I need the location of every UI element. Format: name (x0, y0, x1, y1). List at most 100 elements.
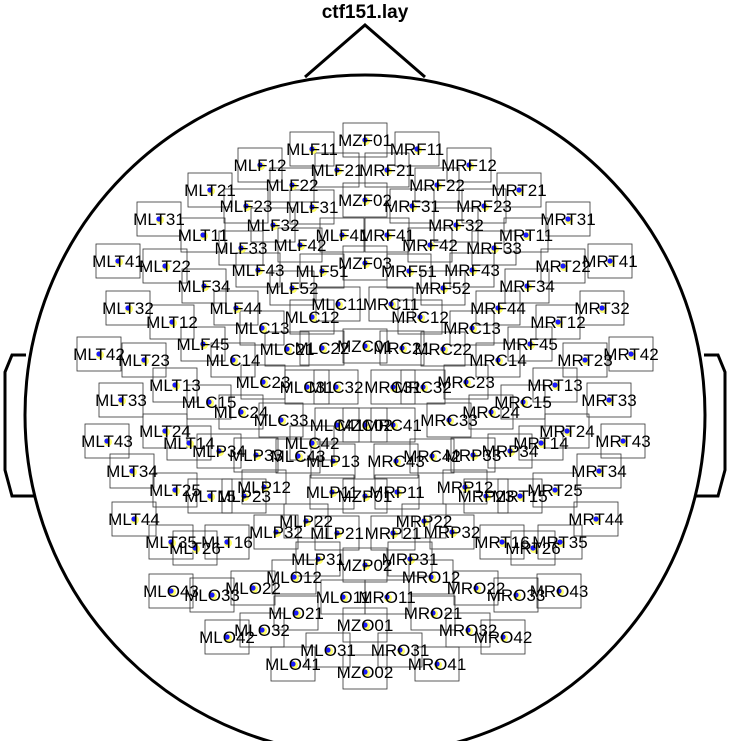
sensor-box-mlp11 (309, 474, 355, 510)
sensor-dot-mzf03 (362, 260, 368, 266)
sensor-box-mlo42 (204, 619, 250, 655)
sensor-label-mro32: MRO32 (439, 621, 498, 640)
sensor-dot-mlo43 (168, 588, 174, 594)
sensor-dot-mrc12 (417, 314, 423, 320)
sensor-dot-mrp11 (394, 489, 400, 495)
sensor-box-mrc13 (449, 310, 495, 346)
sensor-dot-mrf43 (469, 267, 475, 273)
sensor-dot-mrp23 (483, 493, 489, 499)
sensor-label-mlc33: MLC33 (254, 411, 309, 430)
sensor-label-mlt34: MLT34 (106, 462, 158, 481)
sensor-label-mrf43: MRF43 (444, 261, 500, 280)
sensor-label-mro22: MRO22 (447, 579, 506, 598)
sensor-dot-mrf21 (384, 167, 390, 173)
sensor-label-mlp33: MLP33 (229, 446, 283, 465)
sensor-box-mlc12 (289, 299, 335, 335)
sensor-dot-mzc01 (362, 343, 368, 349)
sensor-box-mrt26 (510, 530, 556, 566)
sensor-box-mlf22 (269, 167, 315, 203)
sensor-box-mrp34 (487, 433, 533, 469)
sensor-dot-mro41 (434, 661, 440, 667)
sensor-box-mlf52 (269, 270, 315, 306)
sensor-label-mrt33: MRT33 (581, 391, 636, 410)
sensor-box-mlt44 (111, 501, 157, 537)
sensor-label-mlf22: MLF22 (266, 176, 319, 195)
sensor-dot-mlc12 (309, 314, 315, 320)
sensor-dot-mlc33 (278, 417, 284, 423)
sensor-box-mrt14 (518, 425, 564, 461)
sensor-box-mlp21 (314, 515, 360, 551)
sensor-label-mlo31: MLO31 (300, 641, 356, 660)
right-ear-icon (696, 353, 727, 498)
sensor-dot-mzp01 (362, 493, 368, 499)
sensor-dot-mlt22 (162, 263, 168, 269)
sensor-label-mrf23: MRF23 (456, 197, 512, 216)
sensor-label-mlt42: MLT42 (73, 345, 125, 364)
sensor-box-mlo33 (189, 577, 235, 613)
sensor-box-mlf12 (237, 147, 283, 183)
sensor-box-mlo12 (271, 559, 317, 595)
sensor-dot-mlt33 (118, 397, 124, 403)
sensor-box-mlf41 (319, 217, 365, 253)
sensor-dot-mlc24 (238, 409, 244, 415)
sensor-dot-mrc41 (390, 422, 396, 428)
sensor-box-mro41 (414, 646, 460, 682)
sensor-dot-mlt12 (169, 319, 175, 325)
sensor-label-mrf34: MRF34 (499, 277, 555, 296)
sensor-dot-mrp32 (449, 529, 455, 535)
sensor-box-mlo32 (239, 612, 285, 648)
sensor-label-mrf45: MRF45 (502, 335, 558, 354)
sensor-label-mlp32: MLP32 (249, 523, 303, 542)
sensor-label-mrf31: MRF31 (384, 197, 440, 216)
sensor-label-mrf52: MRF52 (415, 279, 471, 298)
sensor-dot-mrf52 (440, 285, 446, 291)
sensor-dot-mrf51 (406, 268, 412, 274)
sensor-box-mrc12 (397, 299, 443, 335)
sensor-box-mlf44 (213, 290, 259, 326)
sensor-dot-mzp02 (362, 562, 368, 568)
sensor-box-mlt42 (76, 336, 122, 372)
sensor-box-mrc14 (475, 342, 521, 378)
sensor-label-mlf34: MLF34 (178, 277, 231, 296)
sensor-box-mlt34 (109, 453, 155, 489)
sensor-box-mlp34 (196, 433, 242, 469)
sensor-dot-mlf44 (233, 305, 239, 311)
sensor-dot-mrf44 (495, 305, 501, 311)
sensor-label-mrc31: MRC31 (364, 378, 422, 397)
sensor-dot-mrt24 (564, 428, 570, 434)
sensor-dot-mrc23 (463, 379, 469, 385)
nose-icon (304, 23, 426, 79)
sensor-label-mlf12: MLF12 (234, 156, 287, 175)
sensor-label-mrc15: MRC15 (494, 393, 552, 412)
sensor-box-mlt26 (172, 530, 218, 566)
sensor-label-mrc32: MRC32 (394, 378, 452, 397)
sensor-label-mrp22: MRP22 (396, 512, 453, 531)
sensor-box-mlf21 (314, 152, 360, 188)
sensor-dot-mro33 (513, 592, 519, 598)
sensor-label-mrt42: MRT42 (603, 345, 658, 364)
sensor-label-mrt21: MRT21 (491, 181, 546, 200)
sensor-dot-mrt43 (620, 438, 626, 444)
sensor-dot-mlt44 (131, 516, 137, 522)
sensor-label-mrf44: MRF44 (470, 299, 526, 318)
sensor-dot-mlo32 (259, 627, 265, 633)
sensor-label-mlt21: MLT21 (184, 181, 236, 200)
sensor-box-mrf31 (389, 188, 435, 224)
sensor-label-mlo33: MLO33 (184, 586, 240, 605)
sensor-label-mlt16: MLT16 (201, 533, 253, 552)
sensor-dot-mrf12 (466, 162, 472, 168)
sensor-dot-mro43 (556, 588, 562, 594)
sensor-label-mlc14: MLC14 (206, 351, 261, 370)
sensor-dot-mzo02 (362, 669, 368, 675)
sensor-dot-mlo41 (290, 661, 296, 667)
sensor-label-mrc23: MRC23 (437, 373, 495, 392)
sensor-dot-mlt16 (224, 539, 230, 545)
sensor-label-mrf42: MRF42 (402, 236, 458, 255)
sensor-label-mlc31: MLC31 (280, 378, 335, 397)
sensor-box-mlt21 (187, 172, 233, 208)
sensor-label-mrt31: MRT31 (540, 210, 595, 229)
sensor-box-mlc32 (313, 369, 359, 405)
sensor-label-mrt13: MRT13 (527, 376, 582, 395)
sensor-dot-mrt13 (552, 382, 558, 388)
sensor-box-mzf02 (342, 182, 388, 218)
